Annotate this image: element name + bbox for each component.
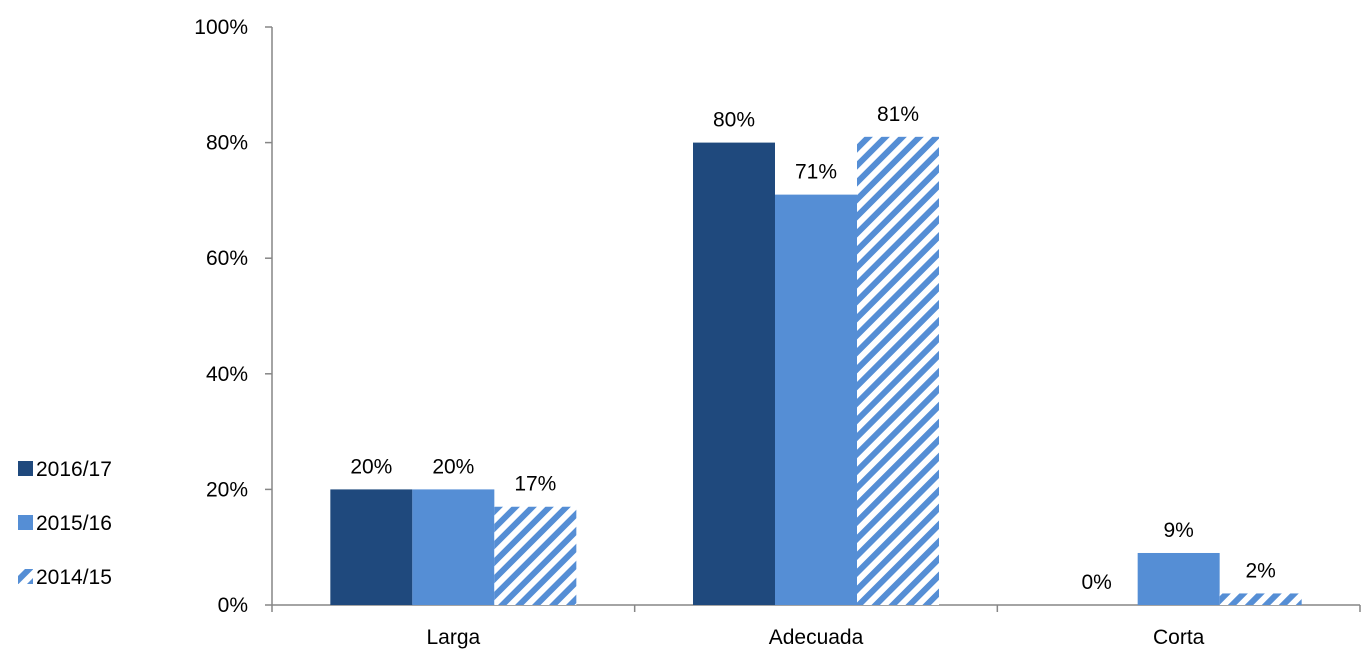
bar [775, 194, 857, 605]
bar-value-label: 20% [350, 455, 392, 478]
legend-swatch [18, 515, 33, 530]
legend-swatch [18, 461, 33, 476]
bar [412, 489, 495, 605]
legend-label: 2016/17 [36, 458, 112, 481]
bar-value-label: 2% [1245, 559, 1275, 582]
bar-value-label: 0% [1081, 571, 1111, 594]
bar-value-label: 9% [1163, 519, 1193, 542]
bar-value-label: 20% [432, 455, 474, 478]
bar-value-label: 81% [877, 103, 919, 126]
bar-value-label: 17% [514, 473, 556, 496]
x-category-label: Larga [426, 626, 480, 649]
bars [330, 136, 1302, 605]
bar-value-label: 80% [713, 109, 755, 132]
bar [1219, 593, 1302, 605]
bar [1137, 552, 1220, 605]
legend-swatch [18, 569, 33, 584]
y-tick-label: 20% [206, 478, 248, 501]
y-tick-label: 40% [206, 363, 248, 386]
legend-label: 2014/15 [36, 566, 112, 589]
legend-label: 2015/16 [36, 512, 112, 535]
bar [693, 142, 775, 605]
bar [857, 136, 939, 605]
legend: 2016/17 2015/16 2014/15 [18, 458, 112, 589]
y-tick-label: 80% [206, 132, 248, 155]
bar [494, 506, 577, 605]
x-category-label: Corta [1153, 626, 1205, 649]
data-labels: 20% 20% 17% 80% 71% 81% 0% 9% 2% [350, 103, 1276, 594]
y-tick-label: 0% [218, 594, 248, 617]
y-tick-label: 60% [206, 247, 248, 270]
x-category-label: Adecuada [769, 626, 864, 649]
bar-value-label: 71% [795, 161, 837, 184]
bar [330, 489, 413, 605]
y-tick-label: 100% [194, 16, 248, 39]
